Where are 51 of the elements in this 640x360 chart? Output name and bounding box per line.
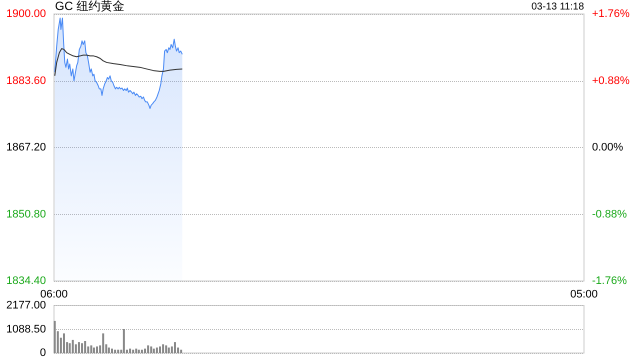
bar [174,342,176,353]
y2-tick-label: -0.88% [592,208,628,220]
bar [147,345,150,353]
x-tick-label: 05:00 [570,288,598,300]
bar [129,348,132,353]
bar [84,341,86,353]
y-tick-label: 2177.00 [6,300,46,312]
chart-title: GC 纽约黄金 [55,0,124,13]
bar [165,345,168,353]
bar [110,348,113,353]
bar [140,350,143,353]
text: 03-13 11:18 [531,2,584,12]
bar [92,348,95,353]
bar [81,343,84,353]
bar [102,333,104,353]
y2-tick-label: -1.76% [592,275,628,287]
bar [170,346,173,353]
bar [54,320,56,353]
bar [62,333,65,353]
y-tick-label: 1867.20 [6,142,46,154]
bar [132,350,134,353]
bar [72,340,74,353]
bar [156,348,158,353]
bar [122,329,125,353]
y-tick-label: 1883.60 [6,74,46,87]
y-tick-label: 1088.50 [6,323,46,336]
bar [144,348,146,353]
bar [74,344,77,353]
y-tick-label: 1900.00 [6,8,46,20]
bar [78,342,80,353]
bar [180,350,182,353]
bar [138,350,140,353]
bar [150,346,152,353]
y2-tick-label: 0.00% [592,142,624,154]
bar [90,345,92,353]
y-tick-label: 1850.80 [6,208,46,220]
bar [168,348,170,353]
bar [135,348,138,353]
bar [152,348,155,353]
y2-tick-label: +0.88% [592,74,630,87]
bar [159,346,161,353]
y-tick-label: 1834.40 [6,275,46,287]
bar [108,348,110,353]
bar [68,343,71,353]
y2-tick-label: +1.76% [592,8,630,20]
x-tick-label: 06:00 [40,288,68,300]
bar [117,350,120,353]
bar [96,346,98,353]
bar [114,350,116,353]
bar [162,344,164,353]
y-tick-label: 0 [40,347,46,359]
